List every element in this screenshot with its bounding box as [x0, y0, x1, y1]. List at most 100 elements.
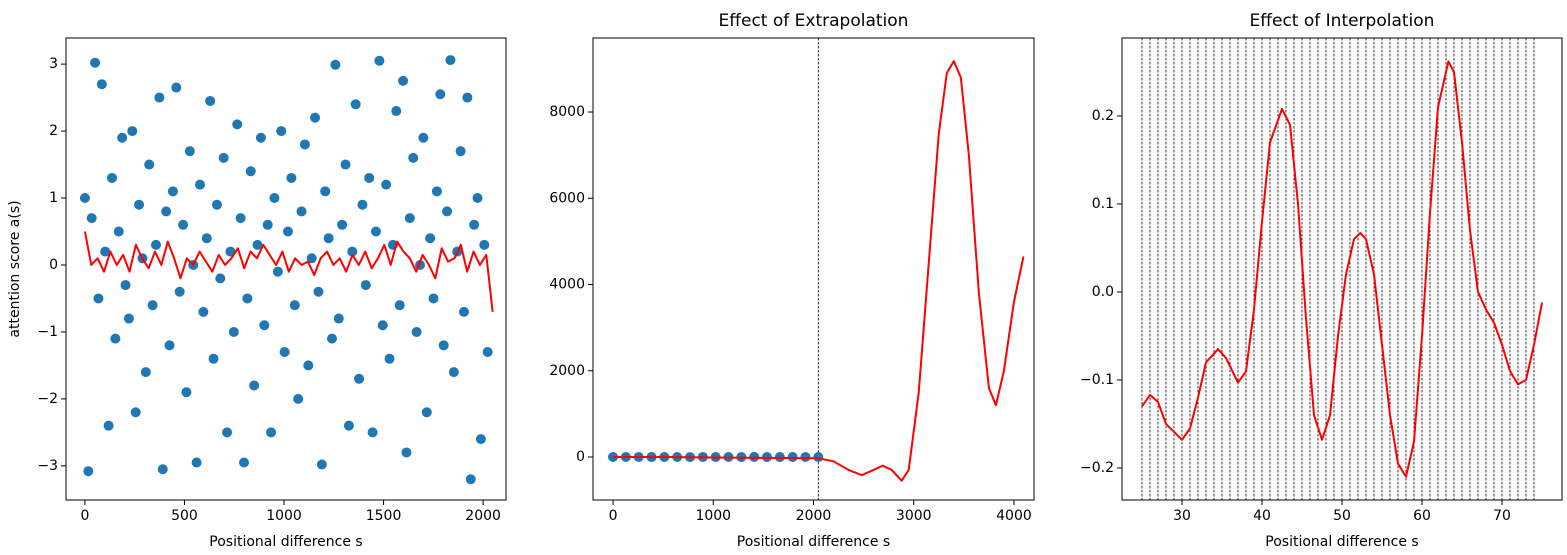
scatter-point [120, 280, 131, 291]
scatter-point [435, 89, 446, 100]
x-axis-label: Positional difference s [1265, 534, 1418, 550]
x-tick-label: 60 [1413, 508, 1431, 524]
scatter-point [123, 313, 134, 324]
scatter-point [262, 219, 273, 230]
scatter-point [130, 407, 141, 418]
y-tick-label: −0.2 [1080, 460, 1114, 476]
scatter-point [174, 286, 185, 297]
scatter-point [428, 293, 439, 304]
scatter-point [269, 193, 280, 204]
scatter-point [205, 95, 216, 106]
scatter-point [370, 226, 381, 237]
scatter-point [157, 464, 168, 475]
scatter-point [242, 293, 253, 304]
scatter-point [404, 213, 415, 224]
scatter-point [320, 186, 331, 197]
scatter-point [96, 79, 107, 90]
scatter-point [800, 452, 811, 463]
scatter-point [286, 172, 297, 183]
scatter-point [255, 132, 266, 143]
scatter-point [150, 239, 161, 250]
scatter-point [106, 172, 117, 183]
x-tick-label: 2000 [796, 508, 832, 524]
axes-frame [65, 37, 507, 501]
y-tick-label: −1 [37, 324, 58, 340]
y-tick-label: 2000 [549, 363, 585, 379]
scatter-point [103, 420, 114, 431]
x-tick-label: 50 [1333, 508, 1351, 524]
scatter-point [462, 92, 473, 103]
scatter-point [384, 353, 395, 364]
line-series [613, 60, 1025, 482]
scatter-point [813, 452, 824, 463]
scatter-point [184, 146, 195, 157]
scatter-point [228, 326, 239, 337]
scatter-point [306, 253, 317, 264]
scatter-point [235, 213, 246, 224]
scatter-point [245, 166, 256, 177]
y-tick-label: 3 [49, 56, 58, 72]
scatter-point [110, 333, 121, 344]
scatter-point [472, 193, 483, 204]
scatter-point [479, 239, 490, 250]
scatter-point [347, 246, 358, 257]
y-tick-label: −2 [37, 391, 58, 407]
x-tick-label: 2000 [465, 508, 501, 524]
y-tick-label: 2 [49, 123, 58, 139]
scatter-point [367, 427, 378, 438]
scatter-point [198, 306, 209, 317]
scatter-point [296, 206, 307, 217]
scatter-point [171, 82, 182, 93]
scatter-point [181, 387, 192, 398]
x-axis-label: Positional difference s [737, 534, 890, 550]
scatter-point [421, 407, 432, 418]
plot-area [608, 38, 1025, 500]
scatter-point [377, 320, 388, 331]
scatter-point [350, 99, 361, 110]
y-tick-label: 0.1 [1092, 196, 1114, 212]
x-tick-label: 3000 [896, 508, 932, 524]
scatter-point [381, 179, 392, 190]
x-tick-label: 1000 [266, 508, 302, 524]
scatter-point [482, 347, 493, 358]
x-axis-label: Positional difference s [209, 534, 362, 550]
scatter-point [418, 132, 429, 143]
scatter-point [364, 172, 375, 183]
subplot: 30 40 50 60 70 −0.2 −0.1 0.0 0.1 0.2 Effect of Int… [1080, 11, 1563, 550]
y-tick-label: −0.1 [1080, 372, 1114, 388]
scatter-point [445, 55, 456, 66]
scatter-point [127, 126, 138, 137]
scatter-point [455, 146, 466, 157]
subplot: 0 1000 2000 3000 4000 0 2000 4000 6000 8000 Effect… [549, 11, 1035, 550]
scatter-point [259, 320, 270, 331]
scatter-point [218, 152, 229, 163]
scatter-point [191, 457, 202, 468]
scatter-point [313, 286, 324, 297]
axes-frame [592, 37, 1035, 501]
y-axis-label: attention score a(s) [7, 200, 23, 337]
scatter-point [448, 367, 459, 378]
plot-area [1141, 38, 1543, 500]
scatter-point [282, 226, 293, 237]
scatter-point [232, 119, 243, 130]
scatter-point [252, 239, 263, 250]
y-tick-label: 8000 [549, 104, 585, 120]
plot-area [79, 55, 494, 485]
scatter-point [86, 213, 97, 224]
scatter-point [266, 427, 277, 438]
scatter-point [310, 112, 321, 123]
scatter-point [194, 179, 205, 190]
x-tick-label: 40 [1253, 508, 1271, 524]
scatter-point [93, 293, 104, 304]
scatter-point [147, 300, 158, 311]
scatter-point [276, 126, 287, 137]
x-tick-label: 1000 [695, 508, 731, 524]
scatter-point [293, 393, 304, 404]
x-tick-label: 1500 [366, 508, 402, 524]
scatter-point [425, 233, 436, 244]
scatter-point [398, 75, 409, 86]
scatter-point [117, 132, 128, 143]
scatter-point [222, 427, 233, 438]
scatter-point [408, 152, 419, 163]
scatter-point [90, 57, 101, 68]
